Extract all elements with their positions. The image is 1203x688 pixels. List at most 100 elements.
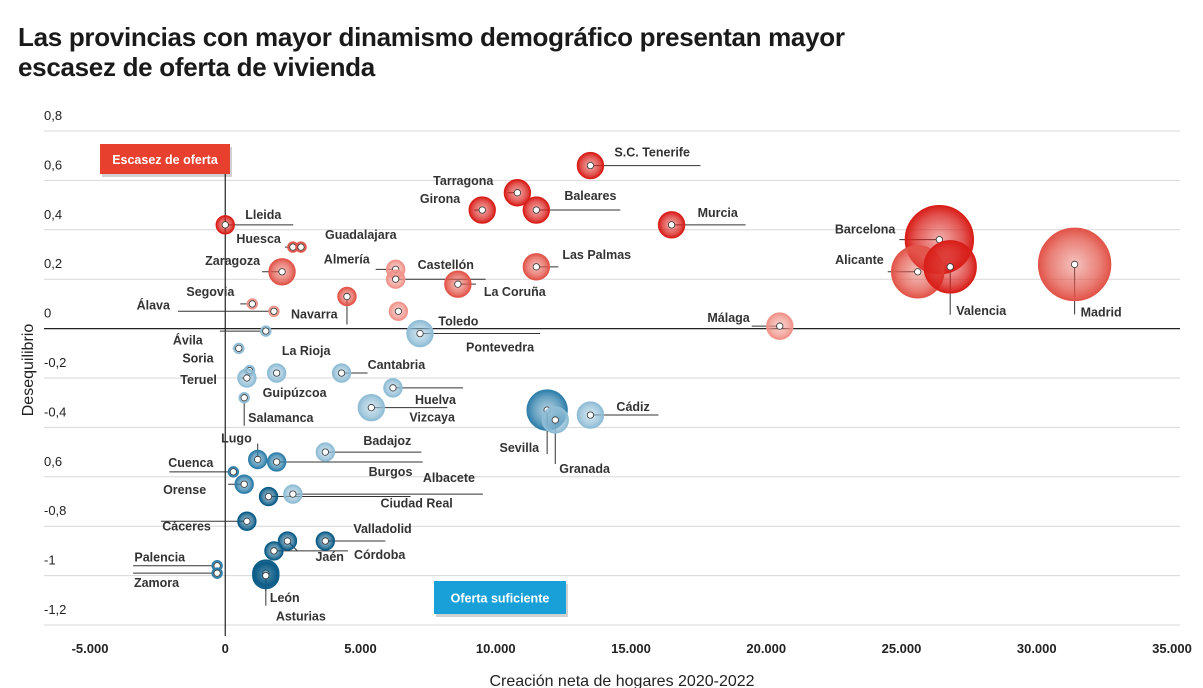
point-center-cadiz bbox=[586, 411, 595, 419]
label-ciudad-real: Ciudad Real bbox=[381, 497, 453, 511]
label-la-rioja: La Rioja bbox=[282, 344, 332, 358]
point-center-guadalajara bbox=[297, 243, 305, 251]
point-center-albacete bbox=[289, 490, 297, 498]
label-leon: León bbox=[270, 591, 300, 605]
label-badajoz: Badajoz bbox=[363, 434, 411, 448]
oferta-suficiente-badge bbox=[434, 581, 566, 614]
label-murcia: Murcia bbox=[698, 206, 739, 220]
label-las-palmas: Las Palmas bbox=[562, 248, 631, 262]
point-center-la-coruna bbox=[454, 280, 462, 288]
point-center-cantabria bbox=[337, 369, 346, 377]
point-center-baleares bbox=[532, 206, 540, 214]
point-center-alava bbox=[270, 307, 278, 315]
point-center-tarragona bbox=[513, 189, 521, 197]
chart-title: Las provincias con mayor dinamismo demog… bbox=[18, 22, 1018, 82]
annotations: Escasez de oferta Oferta suficiente bbox=[100, 144, 568, 617]
y-tick-label: 0,8 bbox=[44, 108, 62, 123]
point-center-burgos bbox=[273, 458, 281, 466]
chart-title-line-1: Las provincias con mayor dinamismo demog… bbox=[18, 22, 845, 52]
point-center-granada bbox=[551, 416, 559, 424]
y-tick-label: -1,2 bbox=[44, 602, 66, 617]
y-tick-label: 0,6 bbox=[44, 454, 62, 469]
label-guipuzcoa: Guipúzcoa bbox=[263, 386, 328, 400]
point-center-castellon bbox=[392, 275, 400, 283]
x-tick-label: 25.000 bbox=[882, 641, 922, 656]
x-tick-label: 20.000 bbox=[746, 641, 786, 656]
point-center-ciudad-real bbox=[264, 492, 273, 501]
point-center-girona bbox=[478, 206, 486, 214]
label-salamanca: Salamanca bbox=[248, 411, 314, 425]
label-burgos: Burgos bbox=[369, 465, 413, 479]
point-center-vizcaya bbox=[367, 404, 375, 412]
label-caceres: Cáceres bbox=[162, 519, 211, 533]
label-lleida: Lleida bbox=[245, 208, 282, 222]
point-center-zaragoza bbox=[278, 268, 286, 276]
label-pontevedra: Pontevedra bbox=[466, 341, 535, 355]
label-teruel: Teruel bbox=[180, 373, 217, 387]
label-palencia: Palencia bbox=[134, 551, 186, 565]
label-jaen: Jaén bbox=[315, 550, 344, 564]
escasez-badge bbox=[100, 144, 230, 174]
point-center-valencia bbox=[946, 263, 954, 271]
label-huelva: Huelva bbox=[415, 393, 457, 407]
label-toledo: Toledo bbox=[438, 314, 478, 328]
label-valencia: Valencia bbox=[956, 304, 1007, 318]
label-almeria: Almería bbox=[324, 252, 371, 266]
point-center-valladolid bbox=[321, 537, 329, 545]
label-cadiz: Cádiz bbox=[616, 400, 649, 414]
label-vizcaya: Vizcaya bbox=[409, 411, 456, 425]
label-madrid: Madrid bbox=[1081, 305, 1122, 319]
point-center-caceres bbox=[243, 517, 251, 525]
label-granada: Granada bbox=[559, 462, 611, 476]
label-s-c-tenerife: S.C. Tenerife bbox=[614, 146, 690, 160]
y-tick-label: -1 bbox=[44, 553, 56, 568]
escasez-badge-text: Escasez de oferta bbox=[112, 153, 219, 167]
x-tick-label: 5.000 bbox=[344, 641, 377, 656]
label-sevilla: Sevilla bbox=[500, 441, 541, 455]
label-asturias: Asturias bbox=[276, 610, 326, 624]
label-soria: Soria bbox=[182, 352, 214, 366]
point-center-avila bbox=[235, 344, 243, 352]
point-center-teruel bbox=[243, 374, 251, 382]
point-center-lugo bbox=[254, 455, 262, 464]
point-center-navarra bbox=[343, 292, 351, 301]
y-tick-label: 0,6 bbox=[44, 157, 62, 172]
label-huesca: Huesca bbox=[236, 232, 282, 246]
x-tick-label: 35.000 bbox=[1152, 641, 1192, 656]
point-center-la-rioja bbox=[262, 327, 270, 335]
label-valladolid: Valladolid bbox=[353, 522, 411, 536]
label-orense: Orense bbox=[163, 483, 206, 497]
label-girona: Girona bbox=[420, 192, 461, 206]
point-center-las-palmas bbox=[532, 263, 540, 271]
point-center-toledo bbox=[394, 307, 402, 315]
y-tick-label: -0,4 bbox=[44, 404, 66, 419]
point-center-segovia bbox=[248, 300, 256, 308]
point-center-salamanca bbox=[240, 394, 248, 402]
label-lugo: Lugo bbox=[221, 432, 252, 446]
x-tick-label: 15.000 bbox=[611, 641, 651, 656]
label-cuenca: Cuenca bbox=[168, 456, 214, 470]
point-center-zamora bbox=[213, 569, 221, 577]
y-tick-label: 0,2 bbox=[44, 256, 62, 271]
point-center-malaga bbox=[776, 322, 784, 330]
point-center-s-c-tenerife bbox=[586, 161, 595, 170]
y-tick-label: 0 bbox=[44, 306, 51, 321]
x-tick-label: 30.000 bbox=[1017, 641, 1057, 656]
point-center-lleida bbox=[221, 221, 229, 229]
label-alava: Álava bbox=[137, 297, 171, 312]
label-la-coruna: La Coruña bbox=[484, 285, 547, 299]
point-center-asturias bbox=[262, 571, 270, 580]
label-navarra: Navarra bbox=[291, 307, 339, 321]
label-baleares: Baleares bbox=[564, 189, 616, 203]
label-avila: Ávila bbox=[173, 332, 204, 347]
label-cantabria: Cantabria bbox=[368, 358, 427, 372]
label-tarragona: Tarragona bbox=[433, 174, 494, 188]
x-tick-label: 0 bbox=[222, 641, 229, 656]
y-tick-label: -0,2 bbox=[44, 355, 66, 370]
label-castellon: Castellón bbox=[418, 258, 474, 272]
label-guadalajara: Guadalajara bbox=[325, 228, 398, 242]
point-center-huelva bbox=[389, 384, 397, 392]
point-center-murcia bbox=[667, 221, 676, 229]
label-cordoba: Córdoba bbox=[354, 548, 406, 562]
